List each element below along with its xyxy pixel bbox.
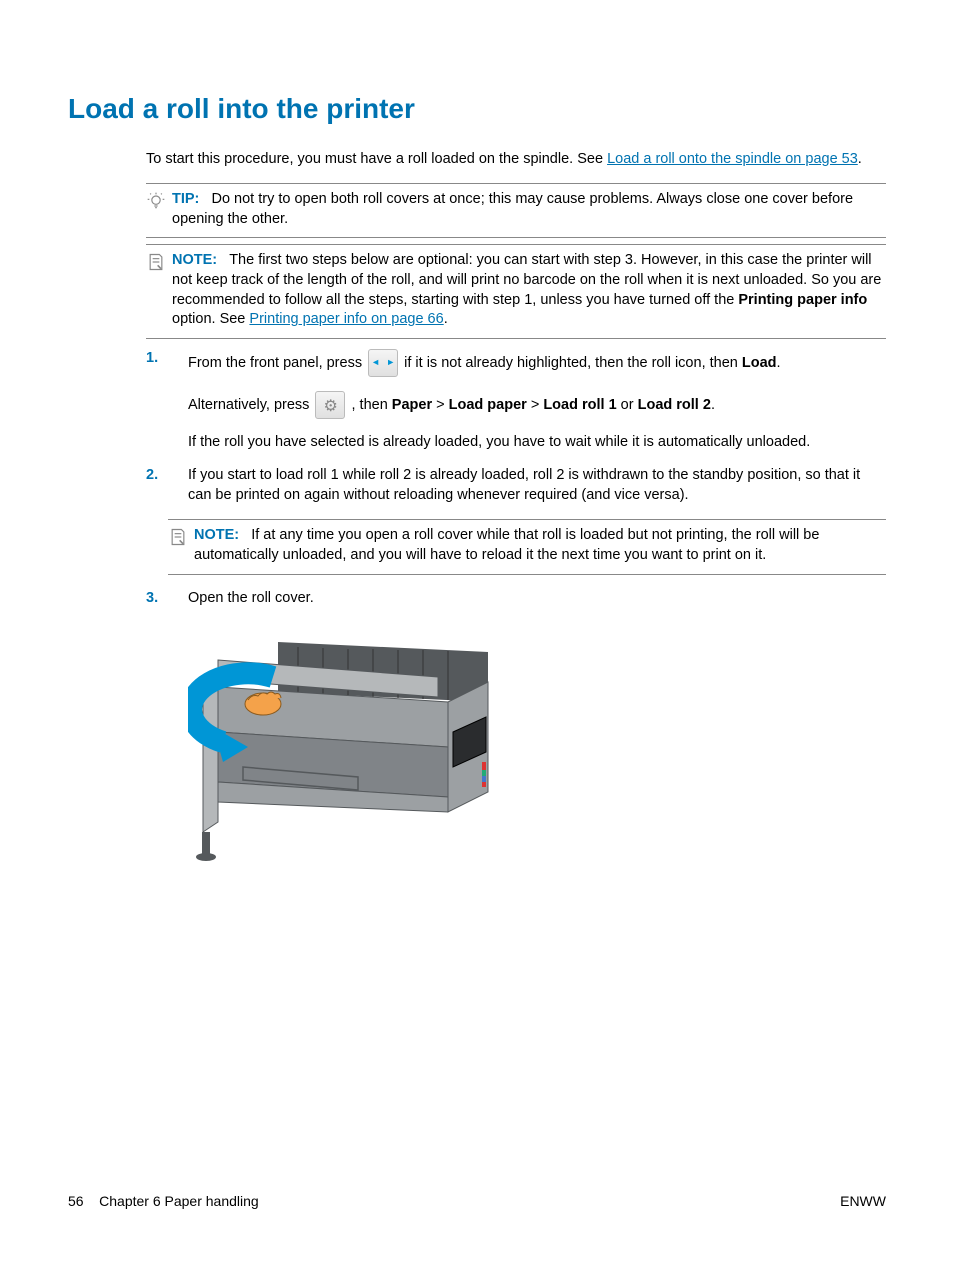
step-1-p2-bold3: Load roll 1 [543,397,616,413]
step-3-number: 3. [146,589,188,869]
page-heading: Load a roll into the printer [68,90,886,128]
step-1-p2-or: or [617,397,638,413]
step-2-note-label: NOTE: [194,527,239,543]
step-1-p1-b: if it is not already highlighted, then t… [400,355,742,371]
note-icon [168,526,194,565]
note-icon [146,251,172,329]
step-1-p1-c: . [777,355,781,371]
step-1-p2-bold4: Load roll 2 [638,397,711,413]
step-1-p2-gt1: > [432,397,449,413]
step-1-p1-a: From the front panel, press [188,355,366,371]
tip-body: TIP: Do not try to open both roll covers… [172,190,886,229]
step-1-p2-b: , then [347,397,391,413]
step-1-p1-bold: Load [742,355,777,371]
step-2-note-text: If at any time you open a roll cover whi… [194,527,819,563]
intro-text: To start this procedure, you must have a… [146,151,607,167]
note1-text-b: option. See [172,311,249,327]
tip-text: Do not try to open both roll covers at o… [172,191,853,227]
step-1-p2-c: . [711,397,715,413]
intro-period: . [858,151,862,167]
footer-right: ENWW [840,1192,886,1211]
step-1-p2-bold1: Paper [392,397,432,413]
note1-link[interactable]: Printing paper info on page 66 [249,311,443,327]
step-1-p2-bold2: Load paper [449,397,527,413]
note1-bold-a: Printing paper info [738,292,867,308]
step-1-p2: Alternatively, press , then Paper > Load… [188,391,886,419]
step-2-note-body: NOTE: If at any time you open a roll cov… [194,526,886,565]
step-3: 3. Open the roll cover. [146,589,886,869]
intro-paragraph: To start this procedure, you must have a… [146,150,886,170]
note1-callout: NOTE: The first two steps below are opti… [146,244,886,338]
step-1-p2-a: Alternatively, press [188,397,313,413]
gear-icon [315,391,345,419]
note1-label: NOTE: [172,252,217,268]
tip-icon [146,190,172,229]
step-2: 2. If you start to load roll 1 while rol… [146,466,886,574]
steps-list: 1. From the front panel, press if it is … [146,349,886,869]
step-1: 1. From the front panel, press if it is … [146,349,886,453]
page-footer: 56 Chapter 6 Paper handling ENWW [68,1192,886,1211]
tip-label: TIP: [172,191,199,207]
printer-illustration [188,632,498,862]
footer-chapter: Chapter 6 Paper handling [99,1193,259,1209]
note1-text-c: . [444,311,448,327]
step-3-p1: Open the roll cover. [188,589,886,609]
step-2-note-callout: NOTE: If at any time you open a roll cov… [168,519,886,574]
step-1-p2-gt2: > [527,397,544,413]
intro-link[interactable]: Load a roll onto the spindle on page 53 [607,151,858,167]
paper-icon [368,349,398,377]
page-number: 56 [68,1193,84,1209]
step-1-p1: From the front panel, press if it is not… [188,349,886,377]
tip-callout: TIP: Do not try to open both roll covers… [146,183,886,238]
step-1-number: 1. [146,349,188,453]
step-1-p3: If the roll you have selected is already… [188,433,886,453]
note1-body: NOTE: The first two steps below are opti… [172,251,886,329]
step-2-p1: If you start to load roll 1 while roll 2… [188,466,886,505]
